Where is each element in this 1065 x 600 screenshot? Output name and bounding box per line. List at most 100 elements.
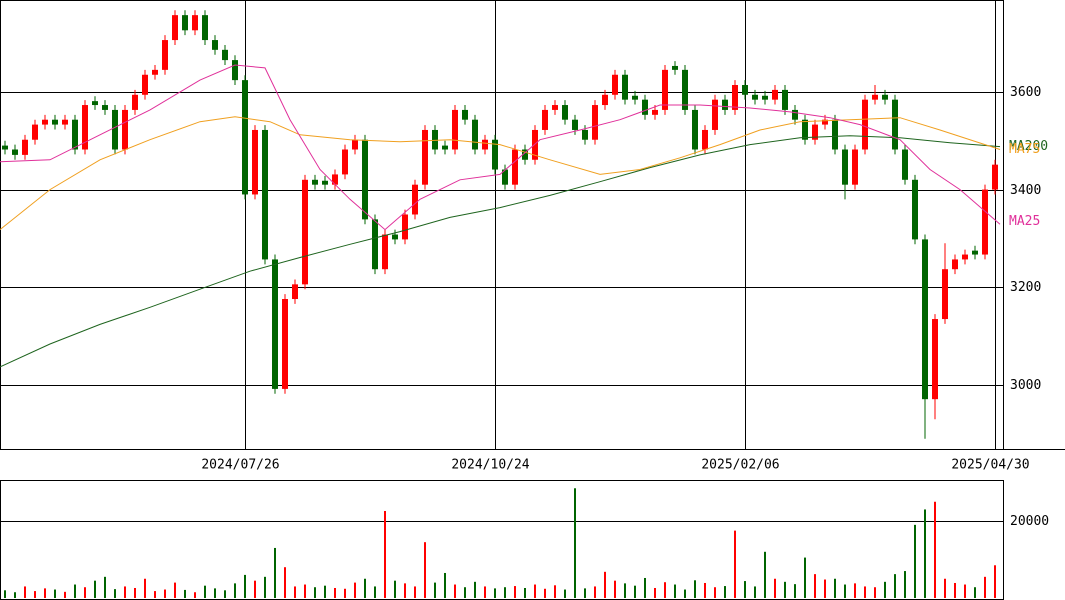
candle-body [92, 101, 98, 106]
volume-bar [14, 592, 16, 598]
candle-body [82, 105, 88, 150]
candle-body [242, 80, 248, 195]
volume-bar [624, 583, 626, 598]
volume-bar [724, 586, 726, 598]
volume-bar [354, 582, 356, 598]
candle-body [212, 40, 218, 50]
candle-body [322, 180, 328, 185]
candle-body [952, 259, 958, 270]
volume-bar [874, 587, 876, 598]
candle-body [802, 119, 808, 140]
volume-bar [494, 588, 496, 598]
candle-body [32, 124, 38, 140]
candle-body [312, 179, 318, 185]
candle-body [902, 149, 908, 180]
candle-body [202, 15, 208, 41]
x-tick-label: 2024/10/24 [451, 458, 529, 473]
volume-bar [64, 591, 66, 598]
volume-bar [514, 586, 516, 598]
candle-body [852, 149, 858, 185]
candle-body [292, 284, 298, 300]
candle-body [222, 49, 228, 61]
volume-bar [364, 578, 366, 598]
volume-bar [894, 574, 896, 598]
candle-body [942, 269, 948, 320]
volume-bar [134, 587, 136, 598]
candle-body [22, 139, 28, 155]
volume-bar [754, 586, 756, 598]
y-tick-label: 3200 [1010, 280, 1041, 295]
candle-body [692, 109, 698, 150]
volume-bar [564, 589, 566, 598]
volume-bar [634, 585, 636, 598]
ma-label: MA75 [1009, 142, 1040, 157]
volume-bar [84, 587, 86, 598]
volume-bar [614, 580, 616, 598]
candle-body [642, 99, 648, 115]
candle-body [722, 99, 728, 110]
candle-body [832, 119, 838, 150]
volume-bar [834, 578, 836, 598]
volume-bar [764, 551, 766, 598]
volume-bar [344, 588, 346, 598]
volume-bar [544, 588, 546, 598]
candle-body [442, 145, 448, 150]
volume-bar [864, 586, 866, 598]
ma-label: MA200 [1009, 139, 1048, 154]
candle-body [502, 169, 508, 185]
volume-bar [234, 583, 236, 598]
volume-bar [424, 542, 426, 598]
volume-bar [74, 584, 76, 598]
volume-bar [214, 588, 216, 598]
x-tick-label: 2024/07/26 [201, 458, 279, 473]
candle-body [892, 99, 898, 150]
volume-bar [4, 590, 6, 598]
candle-body [602, 94, 608, 106]
volume-bar [164, 589, 166, 598]
volume-bar [524, 587, 526, 598]
candle-body [562, 105, 568, 120]
volume-bar [904, 571, 906, 598]
volume-bar [254, 580, 256, 598]
volume-bar [934, 501, 936, 598]
candle-body [882, 94, 888, 100]
candle-body [42, 119, 48, 125]
volume-bar [664, 582, 666, 598]
volume-bar [414, 586, 416, 598]
candle-body [232, 60, 238, 81]
candle-body [122, 109, 128, 150]
candle-body [332, 174, 338, 185]
candle-body [162, 40, 168, 70]
candle-body [932, 319, 938, 400]
candle-body [632, 95, 638, 100]
candle-body [752, 94, 758, 100]
volume-bar [224, 590, 226, 598]
candle-body [262, 129, 268, 260]
volume-bar [404, 583, 406, 598]
candle-body [772, 89, 778, 100]
candle-body [472, 119, 478, 150]
candle-body [702, 129, 708, 150]
candle-body [842, 149, 848, 185]
volume-bar [174, 582, 176, 598]
candle-body [762, 95, 768, 100]
candle-body [662, 69, 668, 110]
volume-bar [274, 547, 276, 598]
candle-body [542, 109, 548, 130]
candle-body [362, 139, 368, 220]
volume-bar [924, 509, 926, 598]
candle-body [2, 145, 8, 150]
volume-bar [774, 578, 776, 598]
volume-bar [714, 587, 716, 598]
candle-body [862, 99, 868, 150]
candle-body [822, 119, 828, 125]
volume-bar [304, 584, 306, 598]
candle-body [492, 139, 498, 170]
volume-bar [374, 586, 376, 598]
candle-body [12, 149, 18, 155]
y-tick-label: 3400 [1010, 183, 1041, 198]
volume-bar [474, 581, 476, 598]
candle-body [612, 74, 618, 95]
volume-bar [684, 589, 686, 598]
candle-body [252, 129, 258, 195]
